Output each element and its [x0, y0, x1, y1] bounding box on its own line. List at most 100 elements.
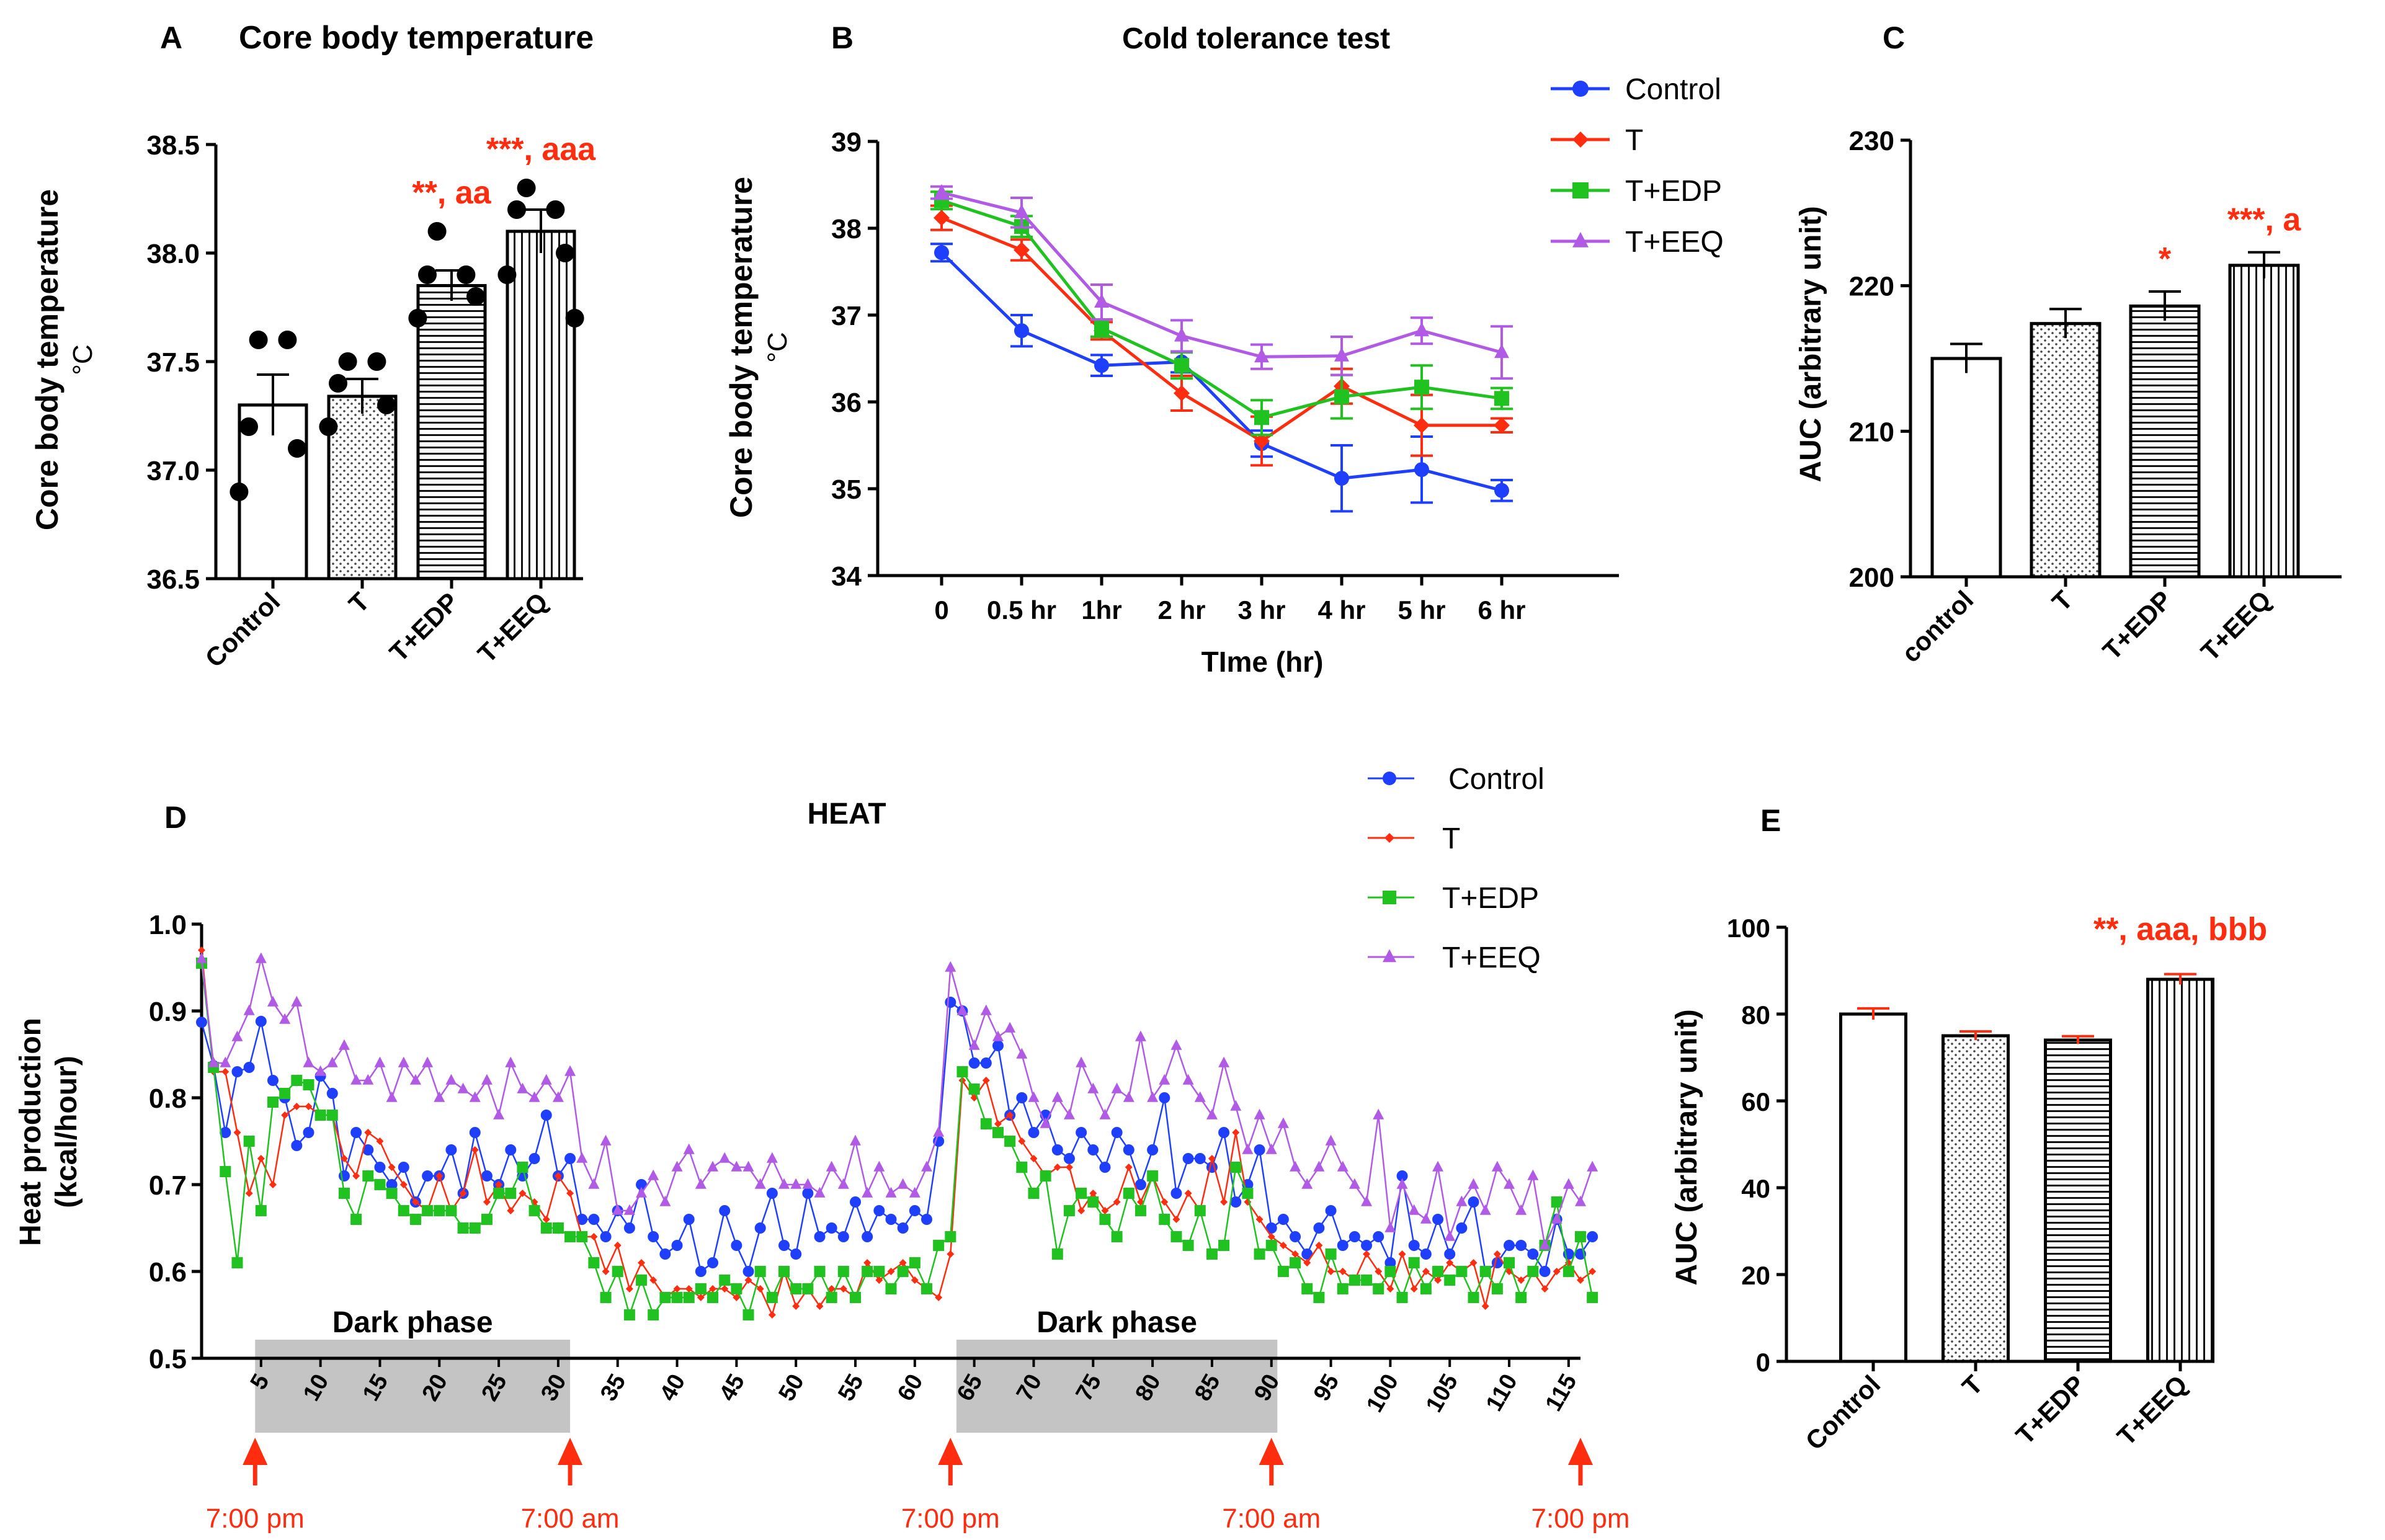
panel-d-x-tick-label: 40: [655, 1370, 691, 1406]
panel-d-data-point: [1375, 1268, 1383, 1275]
panel-d-data-point: [1194, 1205, 1206, 1216]
panel-d-data-point: [744, 1276, 752, 1284]
panel-a-title: Core body temperature: [239, 20, 594, 56]
panel-d-data-point: [1491, 1160, 1503, 1172]
panel-d-data-point: [636, 1275, 648, 1286]
panel-e-x-tick-label: Control: [1800, 1369, 1886, 1456]
panel-d-data-point: [1159, 1214, 1170, 1225]
panel-a-data-point: [288, 439, 306, 458]
panel-d-dark-phase-label: Dark phase: [332, 1306, 493, 1339]
panel-b-legend-label: T: [1625, 124, 1643, 157]
panel-d-data-point: [374, 1056, 386, 1067]
panel-d-data-point: [994, 1120, 1002, 1128]
panel-d-data-point: [778, 1240, 790, 1251]
panel-d-data-point: [196, 1017, 207, 1028]
panel-d-data-point: [1016, 1092, 1028, 1103]
panel-d-data-point: [1384, 1266, 1396, 1277]
panel-d-x-tick-label: 95: [1309, 1370, 1345, 1406]
panel-d-data-point: [623, 1204, 635, 1215]
panel-d-legend-label: T+EEQ: [1442, 941, 1541, 974]
panel-d-data-point: [243, 1004, 255, 1015]
panel-letter-b: B: [831, 20, 854, 55]
panel-d-data-point: [1111, 1082, 1123, 1093]
panel-b-series-line: [941, 198, 1502, 419]
panel-d-data-point: [742, 1160, 754, 1172]
panel-d-data-point: [1515, 1292, 1527, 1303]
panel-d-data-point: [1040, 1170, 1051, 1182]
panel-d-data-point: [683, 1292, 695, 1303]
panel-a-data-point: [466, 287, 485, 306]
panel-a-significance-label: **, aa: [412, 175, 491, 211]
panel-b-ylabel: Core body temperature: [724, 177, 759, 518]
panel-d-data-point: [600, 1292, 612, 1303]
panel-d-data-point: [909, 1205, 921, 1216]
panel-d-data-point: [885, 1214, 897, 1225]
panel-d-data-point: [1481, 1302, 1489, 1310]
panel-d-data-point: [850, 1196, 862, 1208]
panel-d-data-point: [1028, 1127, 1040, 1138]
panel-d-data-point: [1504, 1257, 1515, 1268]
panel-d-data-point: [887, 1268, 895, 1275]
panel-b-xlabel: TIme (hr): [1201, 646, 1324, 678]
panel-d-data-point: [1182, 1153, 1194, 1164]
panel-d-data-point: [1051, 1144, 1063, 1155]
panel-a-bar-t-eeq: [506, 229, 576, 581]
panel-d-data-point: [873, 1160, 885, 1172]
panel-b-title: Cold tolerance test: [1122, 22, 1390, 55]
panel-d-data-point: [481, 1214, 493, 1225]
panel-d-data-point: [1147, 1170, 1159, 1182]
panel-a-bar-t: [327, 394, 398, 581]
panel-d-data-point: [1161, 1198, 1169, 1206]
panel-b-legend-marker: [1572, 131, 1589, 148]
panel-d-title: HEAT: [807, 798, 886, 830]
panel-d-data-point: [1147, 1091, 1159, 1102]
panel-d-data-point: [742, 1309, 754, 1320]
panel-d-data-point: [386, 1091, 398, 1102]
panel-b-data-point: [1414, 417, 1430, 434]
panel-d-x-tick-label: 60: [893, 1370, 929, 1406]
panel-d-data-point: [576, 1231, 588, 1242]
panel-d-data-point: [766, 1188, 778, 1199]
panel-d-data-point: [671, 1240, 683, 1251]
panel-d-data-point: [754, 1222, 766, 1234]
panel-d-data-point: [1301, 1178, 1313, 1189]
panel-d-data-point: [398, 1162, 409, 1173]
panel-d-data-point: [303, 1079, 314, 1090]
panel-d-data-point: [1337, 1283, 1349, 1294]
panel-b-data-point: [934, 210, 950, 226]
panel-b-data-point: [1014, 204, 1029, 218]
panel-e-y-tick-label: 0: [1756, 1348, 1770, 1377]
panel-a-data-point: [408, 309, 427, 327]
panel-b-data-point: [1414, 380, 1429, 395]
panel-d-data-point: [1123, 1091, 1135, 1102]
panel-a-x-tick-label: T+EDP: [384, 587, 465, 667]
panel-d-data-point: [1313, 1292, 1325, 1303]
panel-d-data-point: [376, 1137, 384, 1145]
panel-d-data-point: [291, 995, 303, 1007]
panel-d-data-point: [1040, 1117, 1051, 1128]
panel-d-data-point: [1301, 1283, 1313, 1294]
panel-b-data-point: [1334, 389, 1349, 404]
panel-b-x-tick-label: 0.5 hr: [987, 595, 1056, 625]
panel-d-data-point: [1384, 1257, 1396, 1268]
panel-d-data-point: [839, 1285, 847, 1293]
panel-d-x-tick-label: 55: [833, 1370, 869, 1406]
panel-d-data-point: [1089, 1190, 1097, 1197]
panel-b-data-point: [934, 245, 949, 260]
panel-d-data-point: [968, 1084, 980, 1095]
panel-d-data-point: [850, 1292, 862, 1303]
panel-d-data-point: [992, 1127, 1004, 1138]
panel-d-data-point: [469, 1222, 481, 1234]
panel-d-data-point: [612, 1266, 623, 1277]
panel-d-data-point: [517, 1162, 528, 1173]
panel-d-data-point: [1218, 1127, 1230, 1138]
panel-d-data-point: [1028, 1188, 1040, 1199]
panel-d-data-point: [766, 1292, 778, 1303]
panel-d-data-point: [505, 1144, 517, 1155]
panel-d-data-point: [279, 1088, 291, 1099]
panel-d-data-point: [1230, 1100, 1242, 1111]
panel-b-data-point: [1094, 293, 1109, 308]
panel-d-data-point: [933, 1126, 945, 1137]
panel-d-data-point: [873, 1266, 885, 1277]
